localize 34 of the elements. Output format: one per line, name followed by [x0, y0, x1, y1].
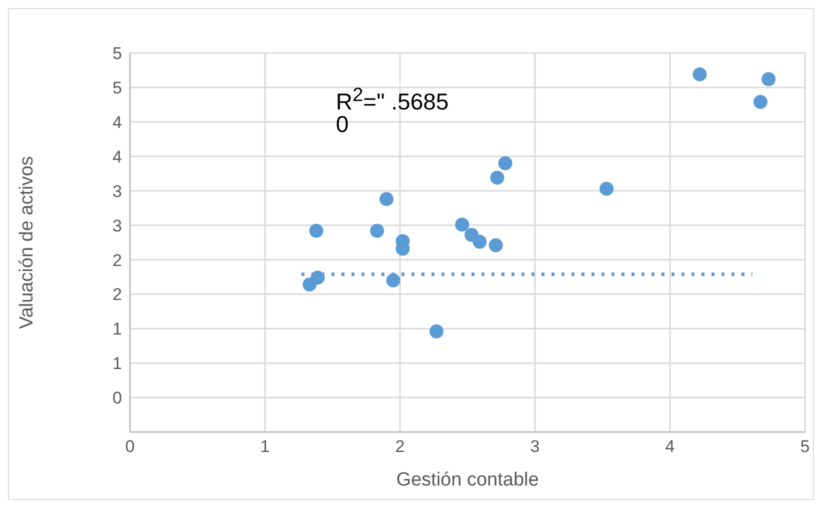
- y-axis-title: Valuación de activos: [16, 156, 38, 329]
- annotation: R$^{2}$=" .5685 0: [336, 85, 449, 137]
- point: [370, 224, 384, 238]
- y-tick-label: 3: [112, 182, 122, 201]
- point: [455, 218, 470, 232]
- point: [386, 273, 400, 288]
- x-tick-label: 3: [530, 437, 540, 456]
- point: [498, 156, 512, 170]
- point: [472, 234, 487, 249]
- x-tick-label: 2: [395, 437, 405, 456]
- y-tick-label: 4: [112, 112, 122, 132]
- y-tick-label: 2: [112, 285, 122, 304]
- point: [488, 238, 503, 252]
- y-tick-label: 0: [112, 388, 122, 408]
- point: [429, 324, 444, 338]
- y-tick-label: 1: [112, 354, 122, 374]
- y-tick-label: 2: [112, 250, 122, 270]
- point: [490, 170, 504, 185]
- y-tick-label: 1: [112, 320, 122, 339]
- y-tick-label: 3: [112, 216, 122, 236]
- x-tick-label: 4: [665, 437, 675, 456]
- point: [380, 192, 394, 206]
- y-tick-label: 5: [112, 44, 122, 64]
- x-tick-label: 5: [800, 437, 810, 456]
- y-tick-label: 5: [112, 78, 122, 98]
- point: [309, 224, 324, 238]
- x-tick-label: 0: [125, 437, 135, 456]
- point: [692, 67, 707, 82]
- point: [762, 72, 776, 86]
- y-tick-label: 4: [112, 147, 122, 166]
- point: [600, 182, 614, 196]
- x-axis-title: Gestión contable: [396, 469, 539, 490]
- x-tick-label: 1: [260, 437, 270, 456]
- point: [753, 94, 768, 109]
